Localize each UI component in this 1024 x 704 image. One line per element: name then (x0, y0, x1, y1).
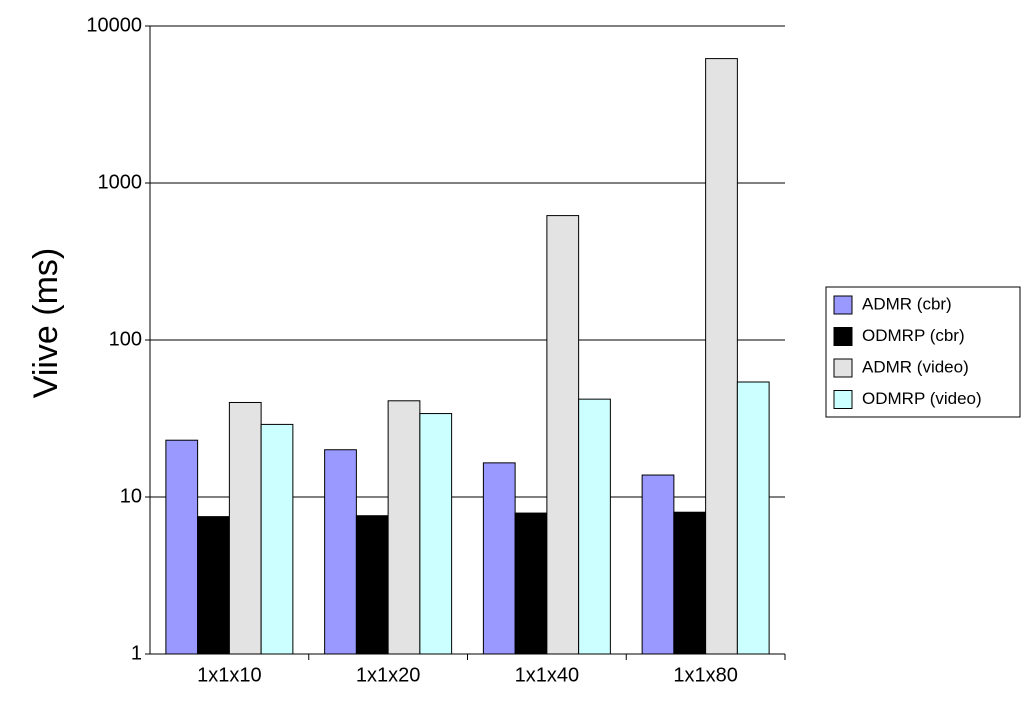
y-tick-label: 10 (120, 485, 142, 507)
legend-box (825, 286, 1021, 418)
bar (546, 215, 580, 655)
bar (578, 398, 611, 655)
legend-label: ADMR (cbr) (862, 294, 952, 313)
legend-swatch (833, 358, 853, 378)
y-tick-label: 10000 (86, 14, 142, 36)
x-tick-label: 1x1x20 (356, 664, 421, 686)
bar (419, 413, 453, 655)
x-tick-label: 1x1x10 (197, 664, 262, 686)
bar (641, 474, 675, 655)
bar (324, 449, 357, 655)
bar (736, 381, 770, 655)
bar (387, 400, 421, 655)
legend-swatch (833, 327, 853, 346)
bar (260, 423, 294, 655)
bar (197, 516, 230, 655)
y-axis-label: Viive (ms) (27, 248, 65, 399)
bar (482, 462, 516, 655)
x-tick-label: 1x1x80 (673, 664, 738, 686)
y-tick-label: 100 (109, 328, 142, 350)
bar (514, 512, 548, 655)
legend-swatch (833, 390, 853, 409)
bar (673, 511, 707, 655)
bar (228, 401, 262, 655)
legend-label: ODMRP (video) (862, 389, 982, 408)
legend-label: ODMRP (cbr) (862, 326, 965, 345)
y-tick-label: 1 (131, 642, 142, 664)
legend-label: ADMR (video) (862, 357, 969, 376)
y-tick-label: 1000 (98, 171, 143, 193)
bar (705, 58, 738, 655)
bar (165, 439, 199, 655)
bar (355, 515, 389, 655)
x-tick-label: 1x1x40 (515, 664, 580, 686)
legend-swatch (833, 295, 853, 315)
